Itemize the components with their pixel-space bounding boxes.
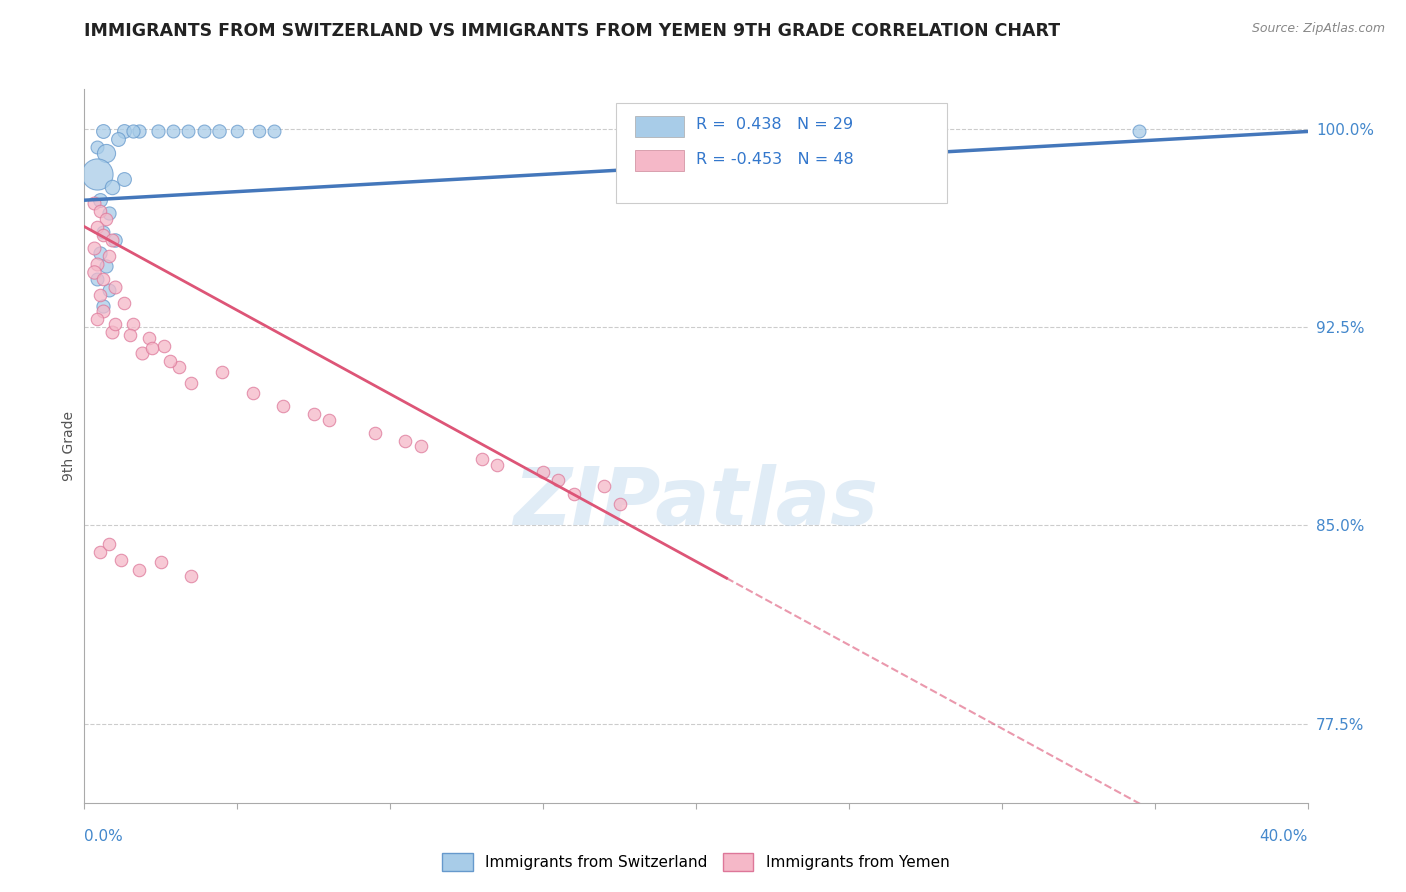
Point (94, 260, 117, 274)
Point (89, 288, 111, 302)
Point (247, 124, 270, 138)
Point (302, 407, 325, 421)
Text: IMMIGRANTS FROM SWITZERLAND VS IMMIGRANTS FROM YEMEN 9TH GRADE CORRELATION CHART: IMMIGRANTS FROM SWITZERLAND VS IMMIGRANT… (84, 22, 1060, 40)
Point (83, 195, 105, 210)
Point (97, 283, 120, 297)
Point (364, 425, 387, 440)
Point (94, 211, 117, 226)
Point (94, 145, 117, 160)
Point (83, 241, 105, 255)
Point (193, 124, 215, 138)
Point (83, 264, 105, 278)
Point (91, 304, 114, 318)
Point (112, 296, 135, 310)
Point (122, 124, 145, 138)
Point (86, 167, 108, 181)
Point (263, 124, 285, 138)
Point (242, 386, 264, 401)
Point (86, 257, 108, 271)
Point (180, 376, 202, 390)
Point (128, 124, 150, 138)
Point (112, 124, 135, 138)
Point (531, 466, 554, 480)
Point (86, 140, 108, 154)
Y-axis label: 9th Grade: 9th Grade (62, 411, 76, 481)
Point (593, 478, 616, 492)
Point (609, 497, 631, 511)
Point (101, 326, 124, 340)
Text: R = -0.453   N = 48: R = -0.453 N = 48 (696, 152, 853, 167)
Point (409, 439, 432, 453)
Point (101, 180, 124, 194)
Point (271, 400, 294, 414)
Point (153, 338, 176, 352)
Point (1128, 124, 1150, 138)
Point (394, 434, 416, 448)
Point (131, 346, 153, 360)
Point (104, 233, 127, 247)
Point (86, 219, 108, 234)
Text: Source: ZipAtlas.com: Source: ZipAtlas.com (1251, 22, 1385, 36)
Point (226, 124, 249, 138)
Point (89, 545, 111, 559)
Point (97, 206, 120, 220)
Point (91, 299, 114, 313)
Point (107, 132, 129, 146)
Point (104, 280, 127, 294)
Point (162, 124, 184, 138)
Point (120, 328, 142, 343)
Point (101, 233, 124, 247)
Point (747, 124, 769, 138)
Point (318, 412, 340, 426)
Point (180, 568, 202, 582)
Point (159, 354, 181, 368)
Legend: Immigrants from Switzerland, Immigrants from Yemen: Immigrants from Switzerland, Immigrants … (436, 847, 956, 877)
Point (122, 318, 145, 332)
Text: R =  0.438   N = 29: R = 0.438 N = 29 (696, 118, 853, 132)
FancyBboxPatch shape (636, 116, 683, 137)
Point (97, 537, 120, 551)
Point (91, 124, 114, 138)
Point (89, 203, 111, 218)
Point (128, 563, 150, 577)
Point (112, 172, 135, 186)
Point (208, 124, 231, 138)
Point (486, 458, 509, 472)
Point (86, 312, 108, 326)
Point (149, 555, 172, 569)
Point (86, 272, 108, 286)
Point (471, 452, 494, 467)
FancyBboxPatch shape (616, 103, 946, 203)
Text: ZIPatlas: ZIPatlas (513, 464, 879, 542)
Point (141, 341, 163, 355)
Text: 0.0%: 0.0% (84, 830, 124, 844)
Point (89, 193, 111, 207)
Point (91, 225, 114, 239)
Point (138, 331, 160, 345)
Point (91, 272, 114, 286)
Point (91, 227, 114, 242)
Point (211, 365, 233, 379)
Point (146, 124, 169, 138)
Point (89, 246, 111, 260)
Point (547, 474, 569, 488)
Text: 40.0%: 40.0% (1260, 830, 1308, 844)
Point (110, 552, 132, 566)
Point (167, 359, 190, 374)
Point (97, 249, 120, 263)
FancyBboxPatch shape (636, 150, 683, 171)
Point (104, 318, 127, 332)
Point (562, 486, 585, 500)
Point (177, 124, 200, 138)
